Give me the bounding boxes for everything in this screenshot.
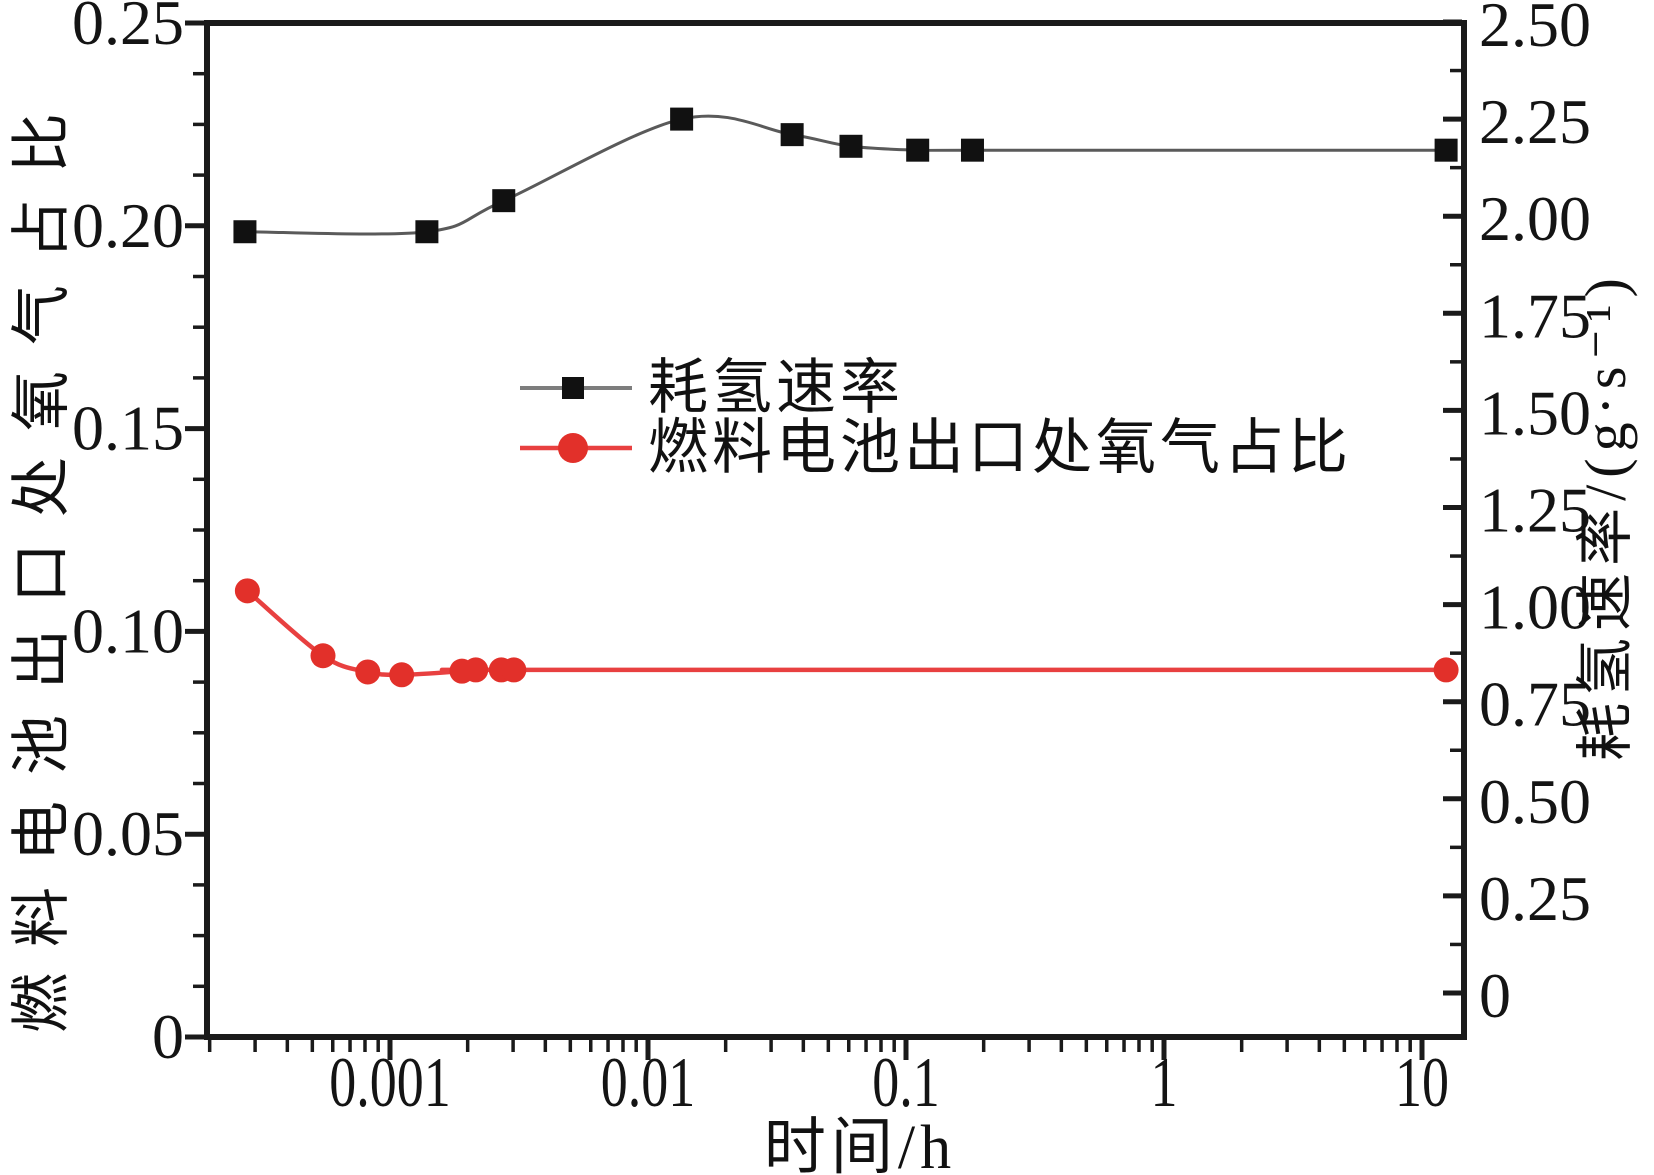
- series-line-hydrogen-rate: [244, 114, 1447, 236]
- data-point-circle: [389, 662, 415, 688]
- data-point-square: [415, 220, 439, 244]
- y-left-tick-label: 0.05: [72, 798, 184, 869]
- y-right-tick-label: 1.75: [1479, 280, 1591, 351]
- y-right-tick-label: 2.00: [1479, 183, 1591, 254]
- data-point-circle: [501, 657, 527, 683]
- axis-tick-labels: 0.250.200.150.100.0502.502.252.001.751.5…: [72, 0, 1591, 1122]
- data-point-square: [960, 138, 984, 162]
- data-point-square: [1434, 138, 1458, 162]
- plot-frame: [204, 20, 1467, 1040]
- y-axis-label-left: 燃料电池出口处氧气占比: [9, 87, 75, 1033]
- data-point-square: [780, 123, 804, 147]
- y-right-tick-label: 0.75: [1479, 669, 1591, 740]
- x-tick-label: 10: [1395, 1043, 1449, 1122]
- legend-item-hydrogen-rate: 耗氢速率: [520, 358, 1352, 418]
- data-point-square: [906, 138, 930, 162]
- y-right-tick-label: 0.25: [1479, 863, 1591, 934]
- data-point-circle: [355, 659, 381, 685]
- data-point-square: [233, 220, 257, 244]
- data-point-circle: [310, 643, 336, 669]
- legend: 耗氢速率 燃料电池出口处氧气占比: [520, 358, 1352, 478]
- y-right-tick-label: 0: [1479, 960, 1511, 1031]
- series-line-oxygen-fraction: [245, 589, 1447, 678]
- data-point-square: [492, 189, 516, 213]
- series-markers-oxygen-fraction: [234, 578, 1459, 688]
- y-left-tick-label: 0.15: [72, 393, 184, 464]
- axis-ticks: [185, 19, 1462, 1060]
- series-markers-hydrogen-rate: [233, 107, 1458, 244]
- legend-label-oxygen-fraction: 燃料电池出口处氧气占比: [648, 415, 1352, 481]
- legend-item-oxygen-fraction: 燃料电池出口处氧气占比: [520, 418, 1352, 478]
- data-point-circle: [1433, 657, 1459, 683]
- y-left-tick-label: 0: [152, 1001, 184, 1072]
- x-axis-label: 时间/h: [763, 1114, 957, 1175]
- y-right-tick-label: 1.25: [1479, 475, 1591, 546]
- y-right-tick-label: 2.50: [1479, 0, 1591, 60]
- x-tick-label: 0.1: [872, 1043, 939, 1122]
- y-right-tick-label: 2.25: [1479, 86, 1591, 157]
- y-right-tick-label: 0.50: [1479, 766, 1591, 837]
- legend-marker-square: [520, 377, 632, 399]
- y-left-tick-label: 0.10: [72, 595, 184, 666]
- legend-square-icon: [562, 377, 584, 399]
- data-point-square: [839, 134, 863, 158]
- x-tick-label: 1: [1151, 1043, 1178, 1122]
- legend-label-hydrogen-rate: 耗氢速率: [648, 355, 904, 421]
- data-point-circle: [463, 657, 489, 683]
- y-left-tick-label: 0.25: [72, 0, 184, 58]
- x-tick-label: 0.001: [329, 1043, 450, 1122]
- x-tick-label: 0.01: [601, 1043, 695, 1122]
- y-right-tick-label: 1.00: [1479, 572, 1591, 643]
- legend-circle-icon: [558, 433, 588, 463]
- y-axis-label-right: 耗氢速率/(g·s⁻¹): [1573, 271, 1638, 761]
- legend-marker-circle: [520, 433, 632, 463]
- y-right-tick-label: 1.50: [1479, 377, 1591, 448]
- y-left-tick-label: 0.20: [72, 190, 184, 261]
- data-point-circle: [234, 578, 260, 604]
- data-point-square: [670, 107, 694, 131]
